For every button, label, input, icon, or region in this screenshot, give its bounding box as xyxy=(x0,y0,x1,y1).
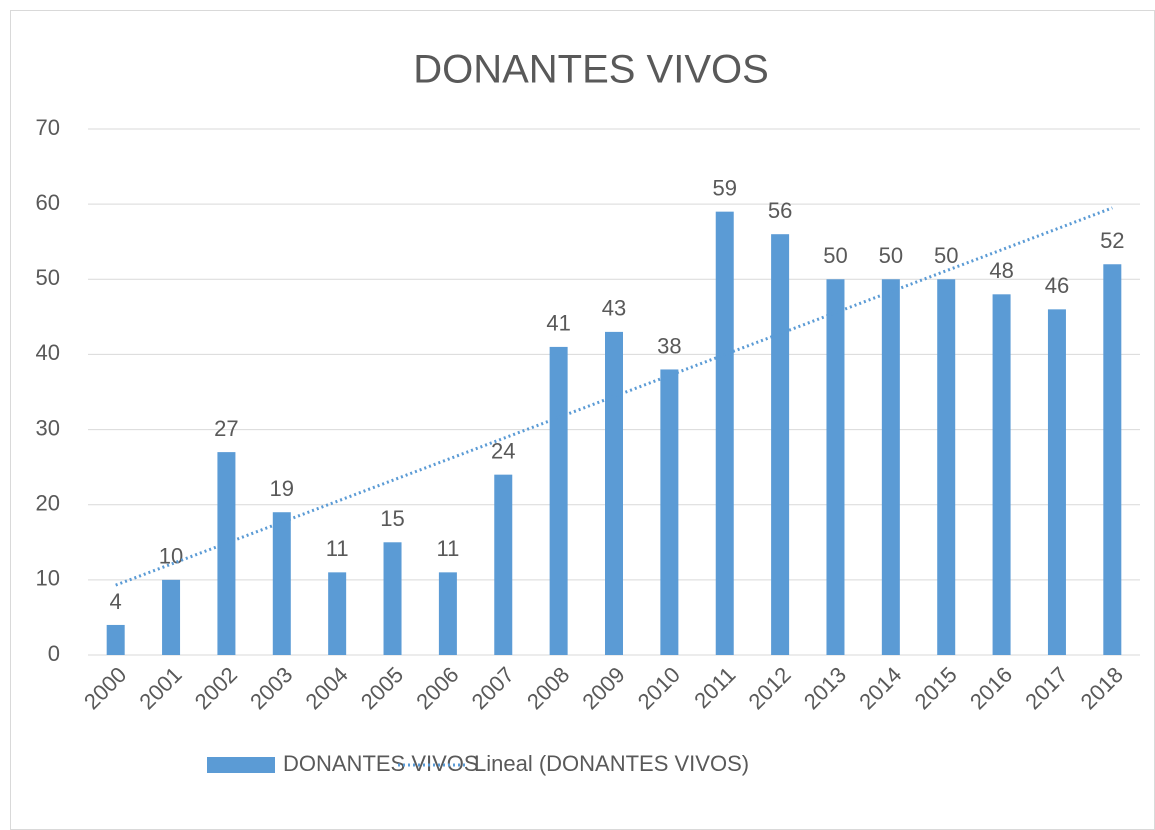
bar xyxy=(1103,264,1122,655)
bar xyxy=(328,572,347,655)
chart-title: DONANTES VIVOS xyxy=(413,48,769,92)
data-label: 48 xyxy=(989,258,1013,283)
data-label: 38 xyxy=(657,333,681,358)
bar xyxy=(771,234,790,655)
bar xyxy=(272,512,291,655)
legend-swatch xyxy=(207,757,275,773)
bar xyxy=(438,572,457,655)
bar xyxy=(605,331,623,655)
y-tick-label: 70 xyxy=(36,115,60,140)
data-label: 11 xyxy=(436,536,459,561)
bar xyxy=(162,579,181,655)
bar xyxy=(383,542,402,655)
bar xyxy=(494,474,513,655)
legend-label: Lineal (DONANTES VIVOS) xyxy=(474,751,749,776)
bar xyxy=(217,452,236,655)
data-label: 41 xyxy=(546,311,570,336)
bar xyxy=(1047,309,1066,655)
data-label: 4 xyxy=(110,589,122,614)
bar xyxy=(992,294,1011,655)
y-tick-label: 20 xyxy=(36,491,60,516)
bar xyxy=(660,369,679,655)
bar xyxy=(549,346,568,655)
data-label: 56 xyxy=(768,198,792,223)
data-label: 46 xyxy=(1045,273,1069,298)
data-label: 52 xyxy=(1100,228,1124,253)
data-label: 50 xyxy=(879,243,903,268)
y-tick-label: 10 xyxy=(36,566,60,591)
legend-label: DONANTES VIVOS xyxy=(283,751,479,776)
data-label: 59 xyxy=(712,175,736,200)
data-label: 11 xyxy=(326,536,349,561)
y-tick-label: 50 xyxy=(36,265,60,290)
data-label: 10 xyxy=(159,544,183,569)
data-label: 43 xyxy=(602,296,626,321)
data-label: 27 xyxy=(214,416,238,441)
bar xyxy=(881,279,900,655)
bar xyxy=(937,279,956,655)
data-label: 15 xyxy=(380,506,404,531)
data-label: 50 xyxy=(934,243,958,268)
bar xyxy=(715,211,734,655)
y-tick-label: 0 xyxy=(48,641,60,666)
chart-border xyxy=(10,10,1155,830)
y-tick-label: 60 xyxy=(36,190,60,215)
data-label: 50 xyxy=(823,243,847,268)
y-tick-label: 40 xyxy=(36,340,60,365)
bar xyxy=(106,624,125,655)
data-label: 19 xyxy=(270,476,294,501)
y-tick-label: 30 xyxy=(36,415,60,440)
bar xyxy=(826,279,845,655)
